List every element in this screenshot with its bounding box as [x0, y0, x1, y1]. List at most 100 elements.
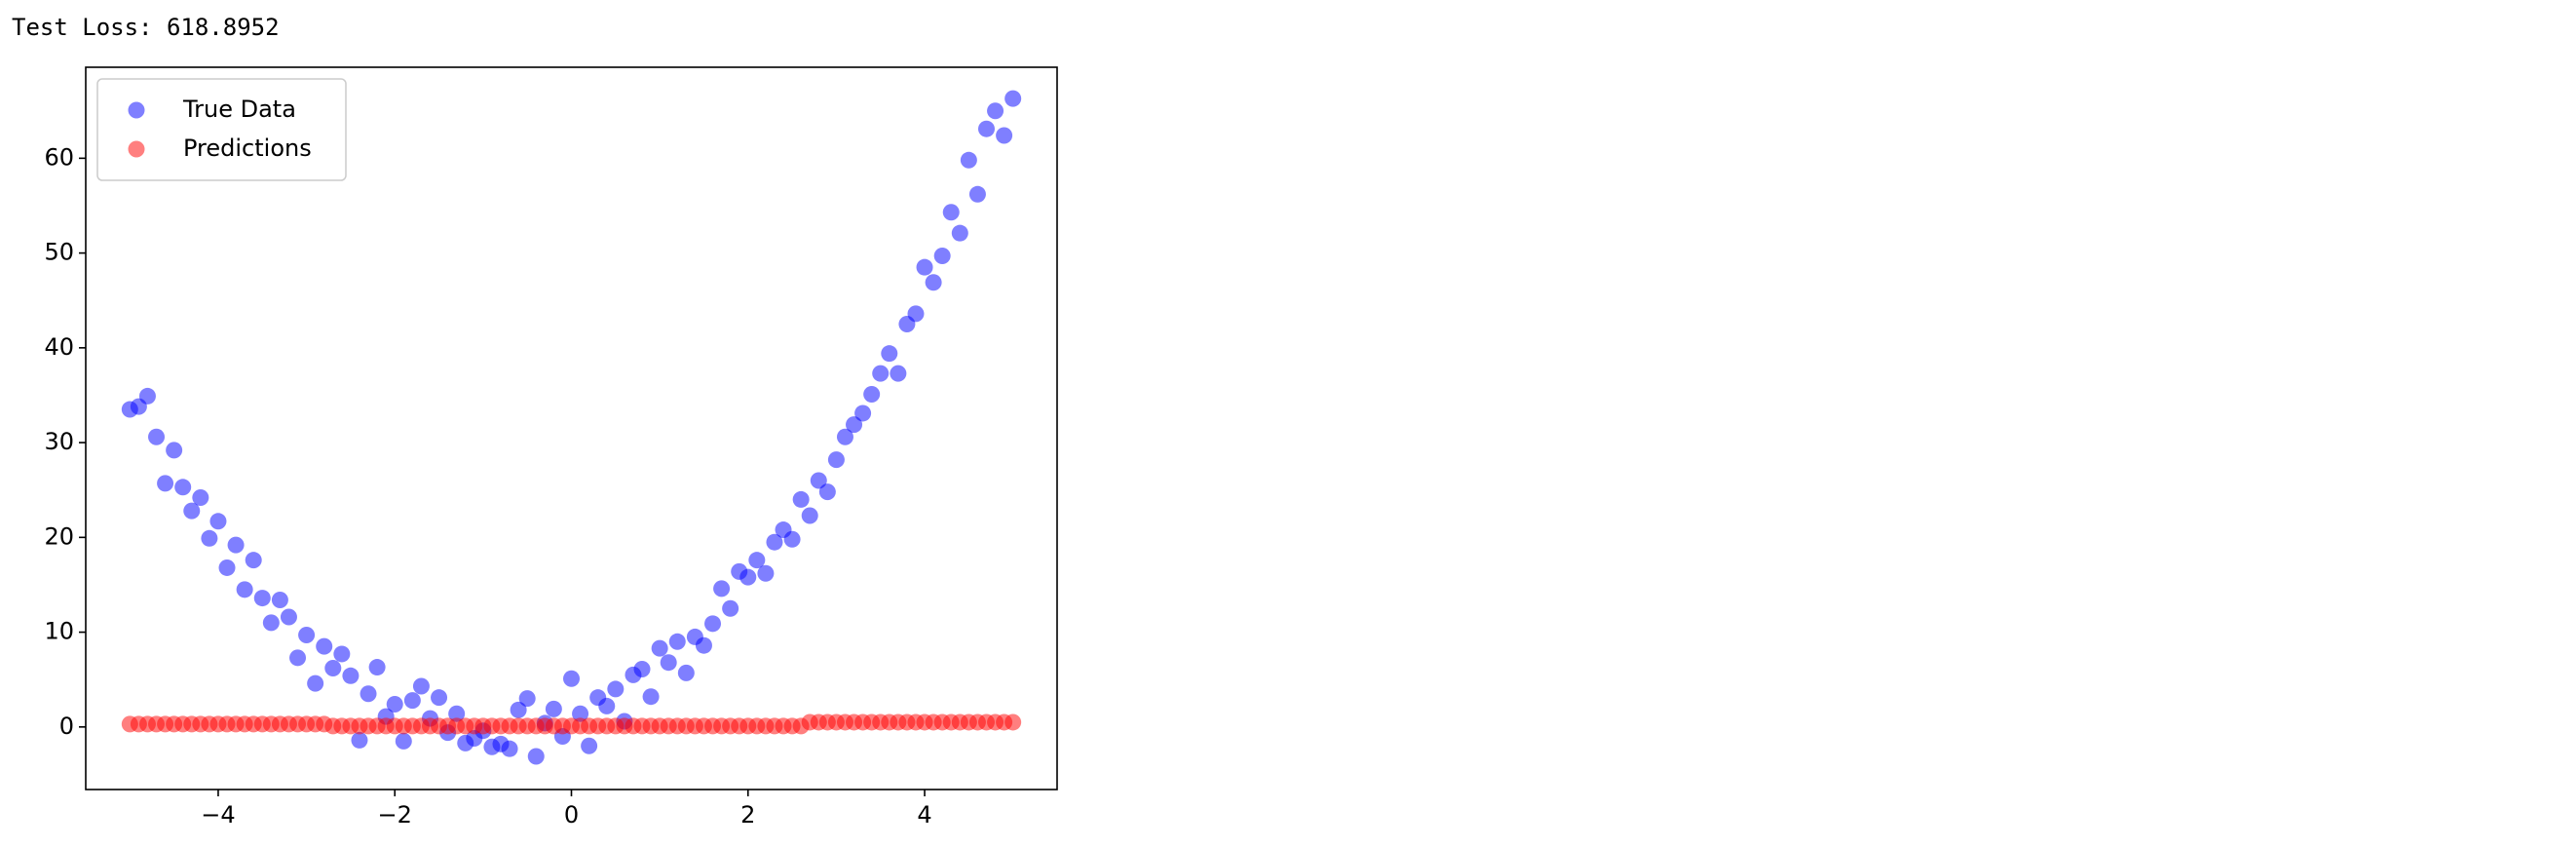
- point: [527, 748, 545, 765]
- y-tick-label: 40: [44, 333, 74, 361]
- point: [572, 705, 589, 722]
- point: [148, 428, 166, 445]
- point: [925, 274, 942, 291]
- point: [280, 608, 297, 626]
- point: [810, 472, 827, 489]
- y-tick-label: 0: [59, 713, 74, 740]
- y-tick-label: 60: [44, 143, 74, 171]
- point: [1004, 713, 1022, 731]
- x-tick-label: 0: [564, 801, 579, 829]
- point: [713, 580, 731, 597]
- point: [192, 488, 209, 506]
- output-text: Test Loss: 618.8952: [12, 14, 280, 41]
- point: [996, 127, 1013, 144]
- point: [333, 645, 351, 663]
- point: [545, 700, 562, 717]
- point: [977, 120, 995, 137]
- point: [704, 615, 722, 633]
- point: [289, 649, 307, 667]
- y-tick-label: 50: [44, 239, 74, 266]
- point: [739, 568, 757, 586]
- point: [518, 690, 536, 708]
- point: [854, 405, 872, 422]
- point: [395, 732, 412, 750]
- point: [209, 513, 227, 530]
- point: [307, 675, 324, 692]
- legend-marker: [128, 140, 145, 158]
- point: [138, 387, 156, 405]
- point: [766, 533, 783, 551]
- x-tick-label: −4: [201, 801, 235, 829]
- point: [262, 614, 280, 632]
- point: [351, 731, 368, 749]
- legend: True Data Predictions: [96, 78, 347, 181]
- point: [818, 483, 836, 501]
- point: [245, 552, 262, 569]
- point: [253, 590, 271, 607]
- point: [907, 305, 925, 323]
- x-tick-label: 4: [917, 801, 931, 829]
- point: [942, 204, 960, 221]
- point: [431, 689, 448, 707]
- point: [324, 660, 342, 677]
- point: [271, 592, 288, 609]
- point: [846, 416, 863, 434]
- point: [510, 701, 527, 718]
- point: [218, 559, 236, 576]
- point: [660, 654, 677, 672]
- point: [960, 151, 977, 169]
- point: [386, 695, 403, 713]
- point: [757, 564, 775, 582]
- point: [827, 451, 845, 469]
- y-tick-label: 10: [44, 618, 74, 645]
- x-tick-label: −2: [378, 801, 412, 829]
- point: [563, 670, 580, 687]
- point: [722, 599, 739, 617]
- point: [633, 661, 651, 677]
- point: [642, 688, 660, 706]
- point: [987, 102, 1004, 120]
- x-tick-label: 2: [740, 801, 755, 829]
- point: [863, 385, 881, 403]
- point: [236, 581, 253, 598]
- point: [872, 365, 890, 382]
- point: [968, 185, 986, 203]
- point: [651, 639, 668, 657]
- point: [695, 636, 712, 654]
- point: [890, 365, 907, 382]
- point: [748, 552, 766, 569]
- point: [166, 442, 183, 459]
- point: [298, 626, 316, 643]
- point: [933, 248, 951, 265]
- point: [403, 692, 421, 710]
- point: [368, 659, 386, 676]
- point: [881, 345, 898, 363]
- point: [598, 697, 616, 714]
- point: [174, 479, 192, 496]
- point: [668, 633, 686, 650]
- legend-frame: [96, 78, 347, 181]
- plot-frame: [85, 66, 1058, 790]
- y-tick-label: 20: [44, 522, 74, 550]
- legend-label: True Data: [182, 96, 296, 123]
- point: [227, 536, 245, 554]
- point: [201, 529, 218, 547]
- point: [360, 685, 377, 703]
- point: [157, 475, 174, 492]
- point: [183, 502, 201, 520]
- point: [916, 258, 933, 276]
- point: [951, 224, 968, 242]
- point: [607, 680, 625, 698]
- point: [801, 507, 818, 524]
- point: [412, 677, 430, 695]
- point: [581, 737, 598, 754]
- point: [836, 428, 853, 445]
- legend-label: Predictions: [183, 135, 312, 162]
- point: [1004, 90, 1022, 107]
- point: [501, 740, 518, 757]
- point: [448, 705, 466, 722]
- point: [316, 637, 333, 655]
- point: [342, 667, 360, 684]
